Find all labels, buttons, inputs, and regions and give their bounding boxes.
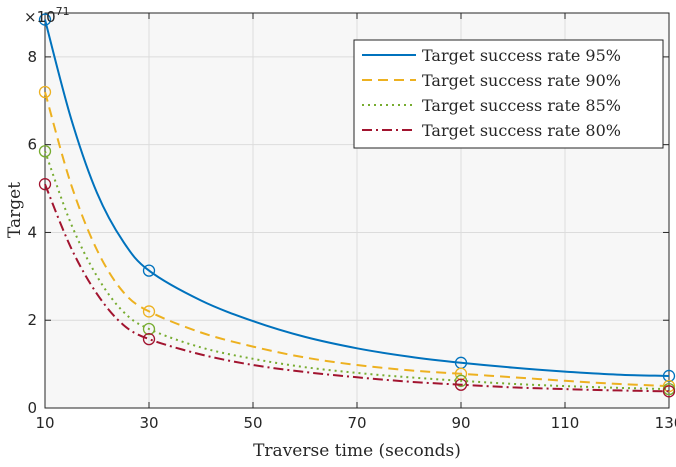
x-tick-label: 50 — [243, 414, 262, 432]
data-point-marker — [38, 13, 52, 26]
x-tick-label: 70 — [347, 414, 366, 432]
y-exponent-label: ×1071 — [24, 5, 70, 26]
x-tick-label: 10 — [35, 414, 54, 432]
legend: Target success rate 95% Target success ra… — [353, 39, 664, 149]
data-point-marker — [142, 305, 156, 318]
y-tick-label: 6 — [27, 136, 37, 154]
series-4 — [38, 178, 676, 398]
data-point-marker — [38, 85, 52, 99]
legend-entry: Target success rate 90% — [422, 71, 621, 90]
y-tick-label: 4 — [27, 223, 37, 241]
data-point-marker — [454, 378, 468, 391]
y-tick-labels: 0 2 4 6 8 — [27, 48, 37, 417]
data-point-marker — [38, 178, 52, 191]
x-tick-label: 30 — [139, 414, 158, 432]
legend-entry: Target success rate 95% — [422, 46, 621, 65]
x-tick-label: 90 — [451, 414, 470, 432]
data-point-marker — [454, 374, 468, 387]
data-point-marker — [662, 385, 676, 398]
legend-entry: Target success rate 85% — [422, 96, 621, 115]
y-axis-label: Target — [5, 182, 25, 238]
data-point-marker — [142, 264, 156, 277]
x-tick-labels: 10 30 50 70 90 110 130 — [35, 414, 676, 432]
series-2 — [38, 85, 676, 393]
series-line — [44, 91, 670, 388]
series-lines — [38, 13, 676, 398]
x-axis-label: Traverse time (seconds) — [253, 441, 461, 461]
y-tick-label: 2 — [27, 311, 37, 329]
data-point-marker — [662, 369, 676, 383]
data-point-marker — [142, 322, 156, 336]
legend-entry: Target success rate 80% — [422, 121, 621, 140]
data-point-marker — [662, 379, 676, 393]
x-tick-label: 130 — [655, 414, 676, 432]
x-tick-label: 110 — [551, 414, 580, 432]
y-tick-label: 8 — [27, 48, 37, 66]
series-line — [44, 150, 670, 391]
series-line — [44, 19, 670, 377]
data-point-marker — [38, 145, 52, 158]
y-tick-label: 0 — [27, 399, 37, 417]
data-point-marker — [142, 332, 156, 346]
